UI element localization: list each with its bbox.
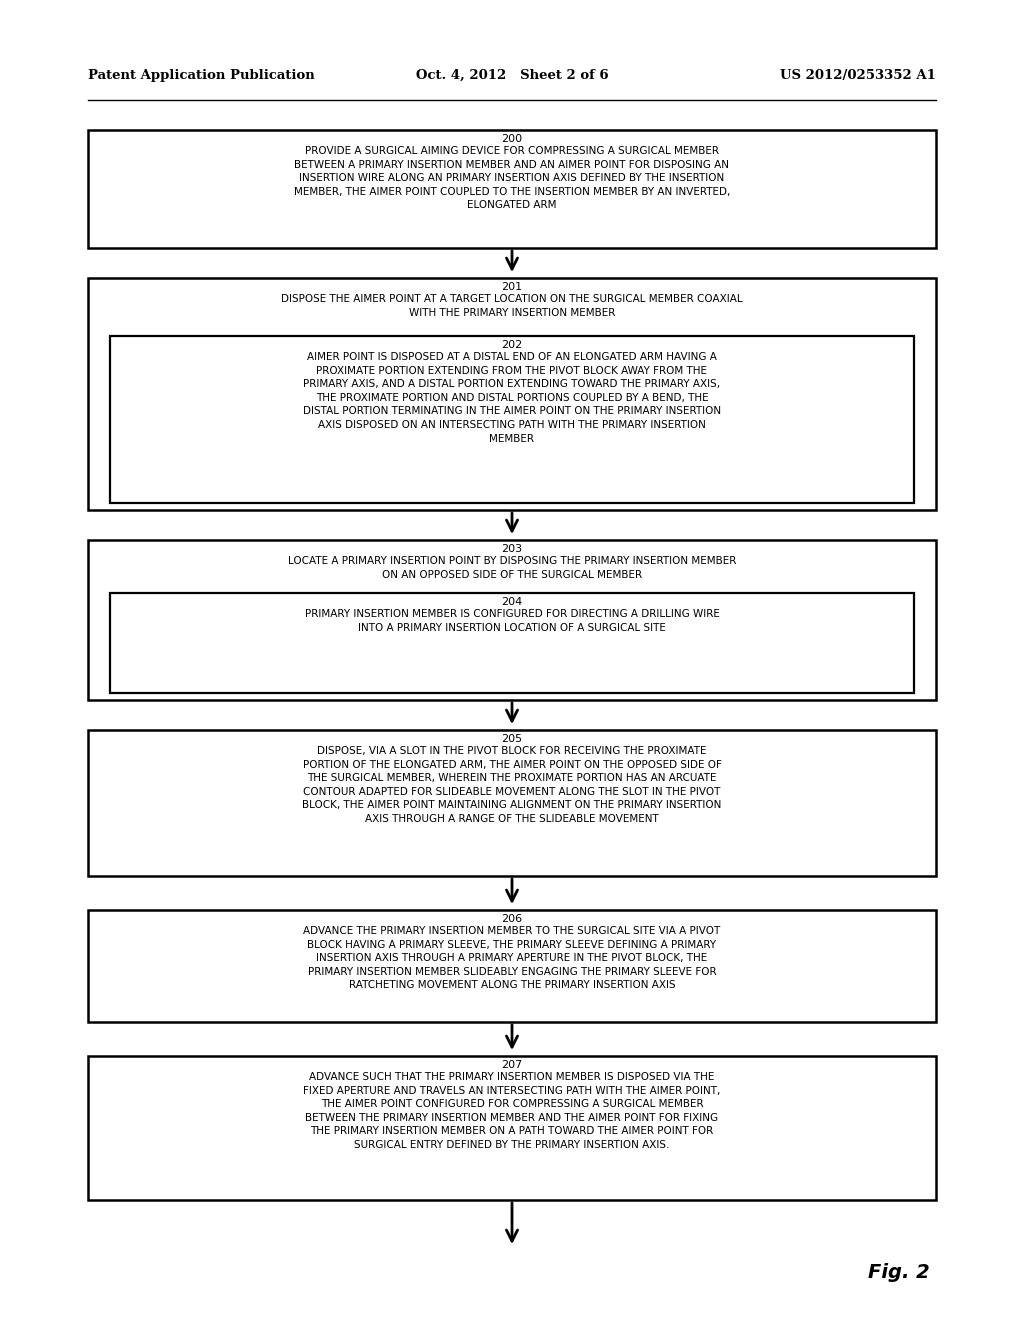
Text: Oct. 4, 2012   Sheet 2 of 6: Oct. 4, 2012 Sheet 2 of 6 <box>416 69 608 82</box>
Bar <box>110 593 914 693</box>
Text: ADVANCE THE PRIMARY INSERTION MEMBER TO THE SURGICAL SITE VIA A PIVOT
BLOCK HAVI: ADVANCE THE PRIMARY INSERTION MEMBER TO … <box>303 927 721 990</box>
Text: 202: 202 <box>502 341 522 350</box>
Text: Patent Application Publication: Patent Application Publication <box>88 69 314 82</box>
Text: Fig. 2: Fig. 2 <box>868 1262 930 1282</box>
Text: 207: 207 <box>502 1060 522 1071</box>
Text: DISPOSE, VIA A SLOT IN THE PIVOT BLOCK FOR RECEIVING THE PROXIMATE
PORTION OF TH: DISPOSE, VIA A SLOT IN THE PIVOT BLOCK F… <box>302 746 722 824</box>
Text: 203: 203 <box>502 544 522 554</box>
Bar <box>88 129 936 248</box>
Text: PROVIDE A SURGICAL AIMING DEVICE FOR COMPRESSING A SURGICAL MEMBER
BETWEEN A PRI: PROVIDE A SURGICAL AIMING DEVICE FOR COM… <box>294 147 730 210</box>
Text: DISPOSE THE AIMER POINT AT A TARGET LOCATION ON THE SURGICAL MEMBER COAXIAL
WITH: DISPOSE THE AIMER POINT AT A TARGET LOCA… <box>282 294 742 318</box>
Text: 206: 206 <box>502 913 522 924</box>
Text: 201: 201 <box>502 282 522 292</box>
Text: 200: 200 <box>502 135 522 144</box>
Text: PRIMARY INSERTION MEMBER IS CONFIGURED FOR DIRECTING A DRILLING WIRE
INTO A PRIM: PRIMARY INSERTION MEMBER IS CONFIGURED F… <box>304 609 720 632</box>
Bar <box>88 1056 936 1200</box>
Text: LOCATE A PRIMARY INSERTION POINT BY DISPOSING THE PRIMARY INSERTION MEMBER
ON AN: LOCATE A PRIMARY INSERTION POINT BY DISP… <box>288 556 736 579</box>
Text: AIMER POINT IS DISPOSED AT A DISTAL END OF AN ELONGATED ARM HAVING A
PROXIMATE P: AIMER POINT IS DISPOSED AT A DISTAL END … <box>303 352 721 444</box>
Text: 205: 205 <box>502 734 522 744</box>
Text: ADVANCE SUCH THAT THE PRIMARY INSERTION MEMBER IS DISPOSED VIA THE
FIXED APERTUR: ADVANCE SUCH THAT THE PRIMARY INSERTION … <box>303 1072 721 1150</box>
Text: US 2012/0253352 A1: US 2012/0253352 A1 <box>780 69 936 82</box>
Bar <box>88 540 936 700</box>
Bar <box>88 279 936 510</box>
Bar <box>88 909 936 1022</box>
Text: 204: 204 <box>502 597 522 607</box>
Bar <box>110 337 914 503</box>
Bar <box>88 730 936 876</box>
